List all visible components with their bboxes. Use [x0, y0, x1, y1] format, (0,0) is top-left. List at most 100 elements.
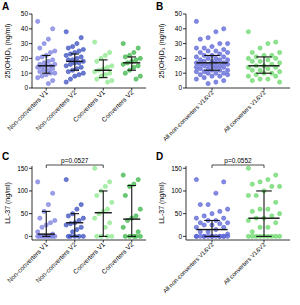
point	[206, 81, 210, 85]
point	[274, 200, 278, 204]
point	[132, 50, 136, 54]
x-tick-label: Converters V2	[100, 240, 135, 275]
point	[77, 73, 81, 77]
point	[222, 180, 226, 184]
q1-cap	[99, 236, 108, 237]
q3-cap	[204, 55, 220, 56]
point	[95, 234, 99, 238]
q1-cap	[204, 236, 220, 237]
point	[198, 50, 202, 54]
point	[258, 59, 262, 63]
q1-cap	[127, 70, 136, 71]
point	[93, 40, 97, 44]
point	[246, 30, 250, 34]
panel-letter: C	[2, 151, 9, 162]
point	[66, 214, 70, 218]
point	[48, 221, 52, 225]
point	[81, 234, 85, 238]
point	[278, 212, 282, 216]
point	[246, 74, 250, 78]
y-tick-label: 0	[24, 84, 28, 91]
x-tick	[46, 88, 47, 91]
point	[38, 46, 42, 50]
point	[110, 79, 114, 83]
point	[51, 79, 55, 83]
point	[206, 230, 210, 234]
x-tick	[212, 88, 213, 91]
point	[51, 67, 55, 71]
point	[79, 225, 83, 229]
point	[254, 193, 258, 197]
point	[103, 184, 107, 188]
point	[134, 58, 138, 62]
panel: A25(OH)D₃ (ng/ml)01020304050Non-converte…	[2, 1, 146, 132]
x-tick	[103, 88, 104, 91]
point	[194, 234, 198, 238]
point	[108, 180, 112, 184]
point	[226, 68, 230, 72]
x-tick-label: Non-converters V2	[34, 240, 78, 284]
median	[248, 65, 279, 66]
point	[138, 74, 142, 78]
y-axis	[186, 166, 187, 240]
point	[36, 56, 40, 60]
point	[79, 65, 83, 69]
point	[110, 64, 114, 68]
point	[202, 223, 206, 227]
point	[38, 216, 42, 220]
point	[246, 193, 250, 197]
point	[51, 27, 55, 31]
point	[250, 230, 254, 234]
median	[38, 65, 55, 66]
point	[226, 221, 230, 225]
y-tick-label: 100	[171, 187, 182, 194]
y-tick	[29, 236, 32, 237]
point	[121, 225, 125, 229]
point	[246, 56, 250, 60]
point	[250, 182, 254, 186]
point	[121, 42, 125, 46]
point	[46, 202, 50, 206]
y-tick	[29, 43, 32, 44]
point	[266, 67, 270, 71]
significance-bracket	[212, 165, 264, 168]
point	[105, 65, 109, 69]
point	[274, 40, 278, 44]
point	[250, 68, 254, 72]
point	[36, 76, 40, 80]
point	[218, 209, 222, 213]
iqr-bar	[263, 57, 264, 73]
y-tick	[29, 73, 32, 74]
q3-cap	[204, 220, 220, 221]
point	[250, 50, 254, 54]
point	[198, 58, 202, 62]
x-tick-label: All non-converters V1&V2	[162, 241, 215, 294]
point	[93, 216, 97, 220]
y-tick-label: 50	[21, 10, 29, 17]
point	[214, 56, 218, 60]
q3-cap	[99, 59, 108, 60]
q3-cap	[127, 185, 136, 186]
panel: CLL-37 (ng/ml)050100150Non-converters V1…	[2, 151, 146, 284]
x-tick	[264, 88, 265, 91]
y-axis-label: 25(OH)D₃ (ng/ml)	[158, 24, 166, 79]
point	[222, 65, 226, 69]
point	[258, 207, 262, 211]
q1-cap	[127, 236, 136, 237]
point	[194, 55, 198, 59]
point	[198, 67, 202, 71]
point	[202, 64, 206, 68]
y-tick	[183, 236, 186, 237]
point	[51, 191, 55, 195]
point	[128, 184, 132, 188]
point	[194, 46, 198, 50]
q1-cap	[70, 236, 79, 237]
median	[123, 62, 140, 63]
point	[250, 59, 254, 63]
iqr-bar	[131, 186, 132, 237]
point	[110, 234, 114, 238]
point	[75, 42, 79, 46]
y-axis-label: LL-37 (ng/ml)	[158, 182, 166, 224]
point	[206, 71, 210, 75]
point	[66, 46, 70, 50]
